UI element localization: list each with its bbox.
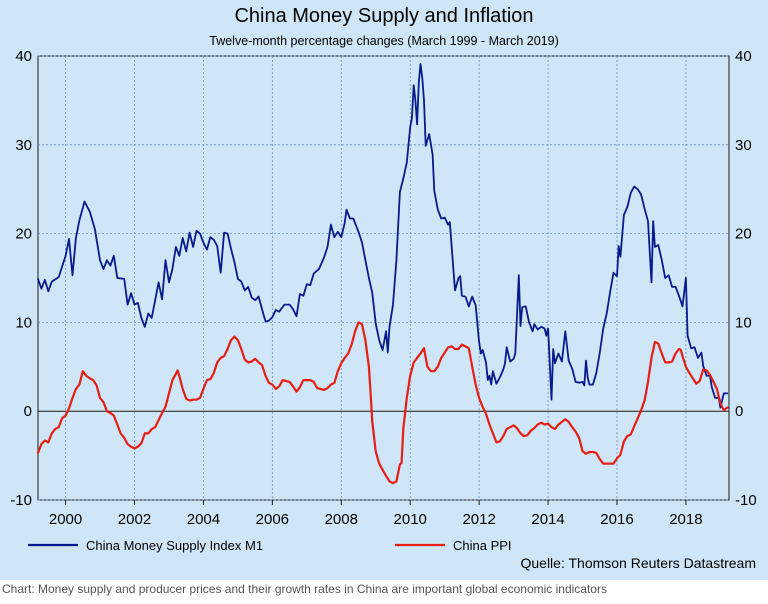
legend-label-m1: China Money Supply Index M1 [86,538,263,553]
legend: China Money Supply Index M1 China PPI [28,538,512,553]
y-tick-label-left: 20 [15,226,32,243]
x-tick-label: 2014 [531,511,564,528]
chart-caption: Chart: Money supply and producer prices … [2,582,607,596]
x-tick-label: 2018 [669,511,702,528]
x-tick-label: 2012 [462,511,495,528]
tick-layer: -10 -10 0 0 10 10 20 20 30 30 40 40 2000 2002 2004 2006… [10,48,756,528]
series-line-ppi [36,321,729,485]
x-tick-label: 2002 [118,511,151,528]
y-tick-label-right: -10 [735,492,757,509]
y-tick-label-right: 10 [735,314,752,331]
y-tick-label-left: 40 [15,48,32,65]
grid-layer [38,55,729,501]
chart-svg: China Money Supply and Inflation Twelve-… [10,5,756,571]
series-layer [36,63,729,485]
y-tick-label-right: 30 [735,137,752,154]
x-tick-label: 2008 [325,511,358,528]
y-tick-label-right: 40 [735,48,752,65]
plot-area [37,55,730,501]
y-tick-label-left: 10 [15,314,32,331]
x-tick-label: 2010 [394,511,427,528]
y-tick-label-left: 0 [24,403,32,420]
x-tick-label: 2000 [49,511,82,528]
y-tick-label-right: 20 [735,226,752,243]
chart-title: China Money Supply and Inflation [234,5,533,27]
x-tick-label: 2016 [600,511,633,528]
y-tick-label-left: -10 [10,492,32,509]
x-tick-label: 2004 [187,511,220,528]
source-label: Quelle: Thomson Reuters Datastream [520,555,756,571]
y-tick-label-left: 30 [15,137,32,154]
legend-label-ppi: China PPI [453,538,512,553]
y-tick-label-right: 0 [735,403,743,420]
x-tick-label: 2006 [256,511,289,528]
series-line-m1 [37,63,729,409]
chart-subtitle: Twelve-month percentage changes (March 1… [209,34,559,48]
chart-frame: China Money Supply and Inflation Twelve-… [0,0,768,580]
